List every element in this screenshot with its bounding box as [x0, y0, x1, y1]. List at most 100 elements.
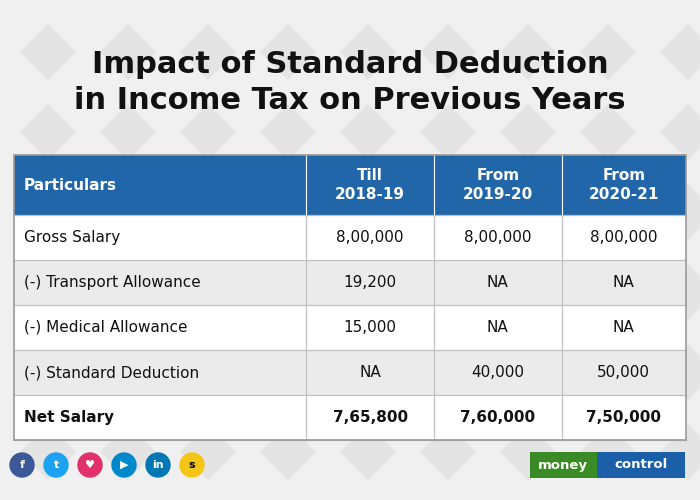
Polygon shape — [20, 184, 76, 240]
Bar — [530, 452, 596, 478]
Polygon shape — [420, 264, 476, 320]
Circle shape — [78, 453, 102, 477]
Text: t: t — [53, 460, 59, 470]
Text: 8,00,000: 8,00,000 — [464, 230, 531, 245]
Text: 8,00,000: 8,00,000 — [337, 230, 404, 245]
Text: Till
2018-19: Till 2018-19 — [335, 168, 405, 202]
Polygon shape — [420, 184, 476, 240]
Polygon shape — [100, 104, 156, 160]
Polygon shape — [660, 264, 700, 320]
Polygon shape — [340, 424, 396, 480]
Polygon shape — [180, 184, 236, 240]
Text: (-) Standard Deduction: (-) Standard Deduction — [24, 365, 199, 380]
Polygon shape — [660, 104, 700, 160]
Text: NA: NA — [359, 365, 381, 380]
Polygon shape — [100, 344, 156, 400]
Polygon shape — [340, 184, 396, 240]
Text: NA: NA — [613, 275, 635, 290]
Text: From
2019-20: From 2019-20 — [463, 168, 533, 202]
Polygon shape — [580, 104, 636, 160]
Bar — [14, 215, 686, 260]
Polygon shape — [580, 184, 636, 240]
Text: in: in — [152, 460, 164, 470]
Text: f: f — [20, 460, 25, 470]
Polygon shape — [20, 424, 76, 480]
Polygon shape — [260, 344, 316, 400]
Polygon shape — [260, 24, 316, 80]
Text: Particulars: Particulars — [24, 178, 117, 192]
Polygon shape — [340, 104, 396, 160]
Bar — [14, 260, 686, 305]
Polygon shape — [180, 264, 236, 320]
Polygon shape — [180, 344, 236, 400]
Polygon shape — [260, 104, 316, 160]
Bar — [14, 155, 686, 215]
Bar — [14, 155, 686, 440]
Polygon shape — [100, 424, 156, 480]
Text: NA: NA — [487, 275, 509, 290]
Text: Impact of Standard Deduction
in Income Tax on Previous Years: Impact of Standard Deduction in Income T… — [74, 50, 626, 115]
Polygon shape — [20, 264, 76, 320]
Polygon shape — [260, 264, 316, 320]
Text: 7,65,800: 7,65,800 — [332, 410, 407, 425]
Text: money: money — [538, 458, 588, 471]
Polygon shape — [420, 24, 476, 80]
Text: 15,000: 15,000 — [344, 320, 397, 335]
Polygon shape — [660, 424, 700, 480]
Polygon shape — [580, 344, 636, 400]
Polygon shape — [420, 424, 476, 480]
Circle shape — [112, 453, 136, 477]
Bar — [14, 305, 686, 350]
Text: NA: NA — [613, 320, 635, 335]
Polygon shape — [100, 24, 156, 80]
Polygon shape — [100, 184, 156, 240]
Polygon shape — [180, 24, 236, 80]
Text: Net Salary: Net Salary — [24, 410, 114, 425]
Text: 8,00,000: 8,00,000 — [590, 230, 657, 245]
Text: control: control — [614, 458, 667, 471]
Text: ♥: ♥ — [85, 460, 95, 470]
Polygon shape — [100, 264, 156, 320]
Polygon shape — [420, 104, 476, 160]
Polygon shape — [580, 24, 636, 80]
Text: (-) Medical Allowance: (-) Medical Allowance — [24, 320, 188, 335]
Bar — [14, 350, 686, 395]
Polygon shape — [580, 424, 636, 480]
Polygon shape — [20, 344, 76, 400]
Text: s: s — [189, 460, 195, 470]
Text: 40,000: 40,000 — [471, 365, 524, 380]
Polygon shape — [260, 424, 316, 480]
Text: From
2020-21: From 2020-21 — [589, 168, 659, 202]
Text: 50,000: 50,000 — [597, 365, 650, 380]
Polygon shape — [500, 344, 556, 400]
Polygon shape — [500, 104, 556, 160]
Text: 19,200: 19,200 — [344, 275, 397, 290]
Polygon shape — [340, 24, 396, 80]
Text: Gross Salary: Gross Salary — [24, 230, 120, 245]
Text: 7,60,000: 7,60,000 — [461, 410, 536, 425]
Polygon shape — [500, 24, 556, 80]
Polygon shape — [660, 24, 700, 80]
Circle shape — [44, 453, 68, 477]
Polygon shape — [260, 184, 316, 240]
Polygon shape — [180, 104, 236, 160]
Polygon shape — [420, 344, 476, 400]
Polygon shape — [660, 184, 700, 240]
Polygon shape — [660, 344, 700, 400]
Bar — [596, 452, 685, 478]
Text: (-) Transport Allowance: (-) Transport Allowance — [24, 275, 201, 290]
Polygon shape — [180, 424, 236, 480]
Polygon shape — [340, 264, 396, 320]
Polygon shape — [500, 184, 556, 240]
Text: 7,50,000: 7,50,000 — [587, 410, 662, 425]
Circle shape — [10, 453, 34, 477]
Polygon shape — [580, 264, 636, 320]
Text: ▶: ▶ — [120, 460, 128, 470]
Bar — [14, 395, 686, 440]
Text: NA: NA — [487, 320, 509, 335]
Circle shape — [146, 453, 170, 477]
Polygon shape — [500, 424, 556, 480]
Polygon shape — [500, 264, 556, 320]
Polygon shape — [340, 344, 396, 400]
Circle shape — [180, 453, 204, 477]
